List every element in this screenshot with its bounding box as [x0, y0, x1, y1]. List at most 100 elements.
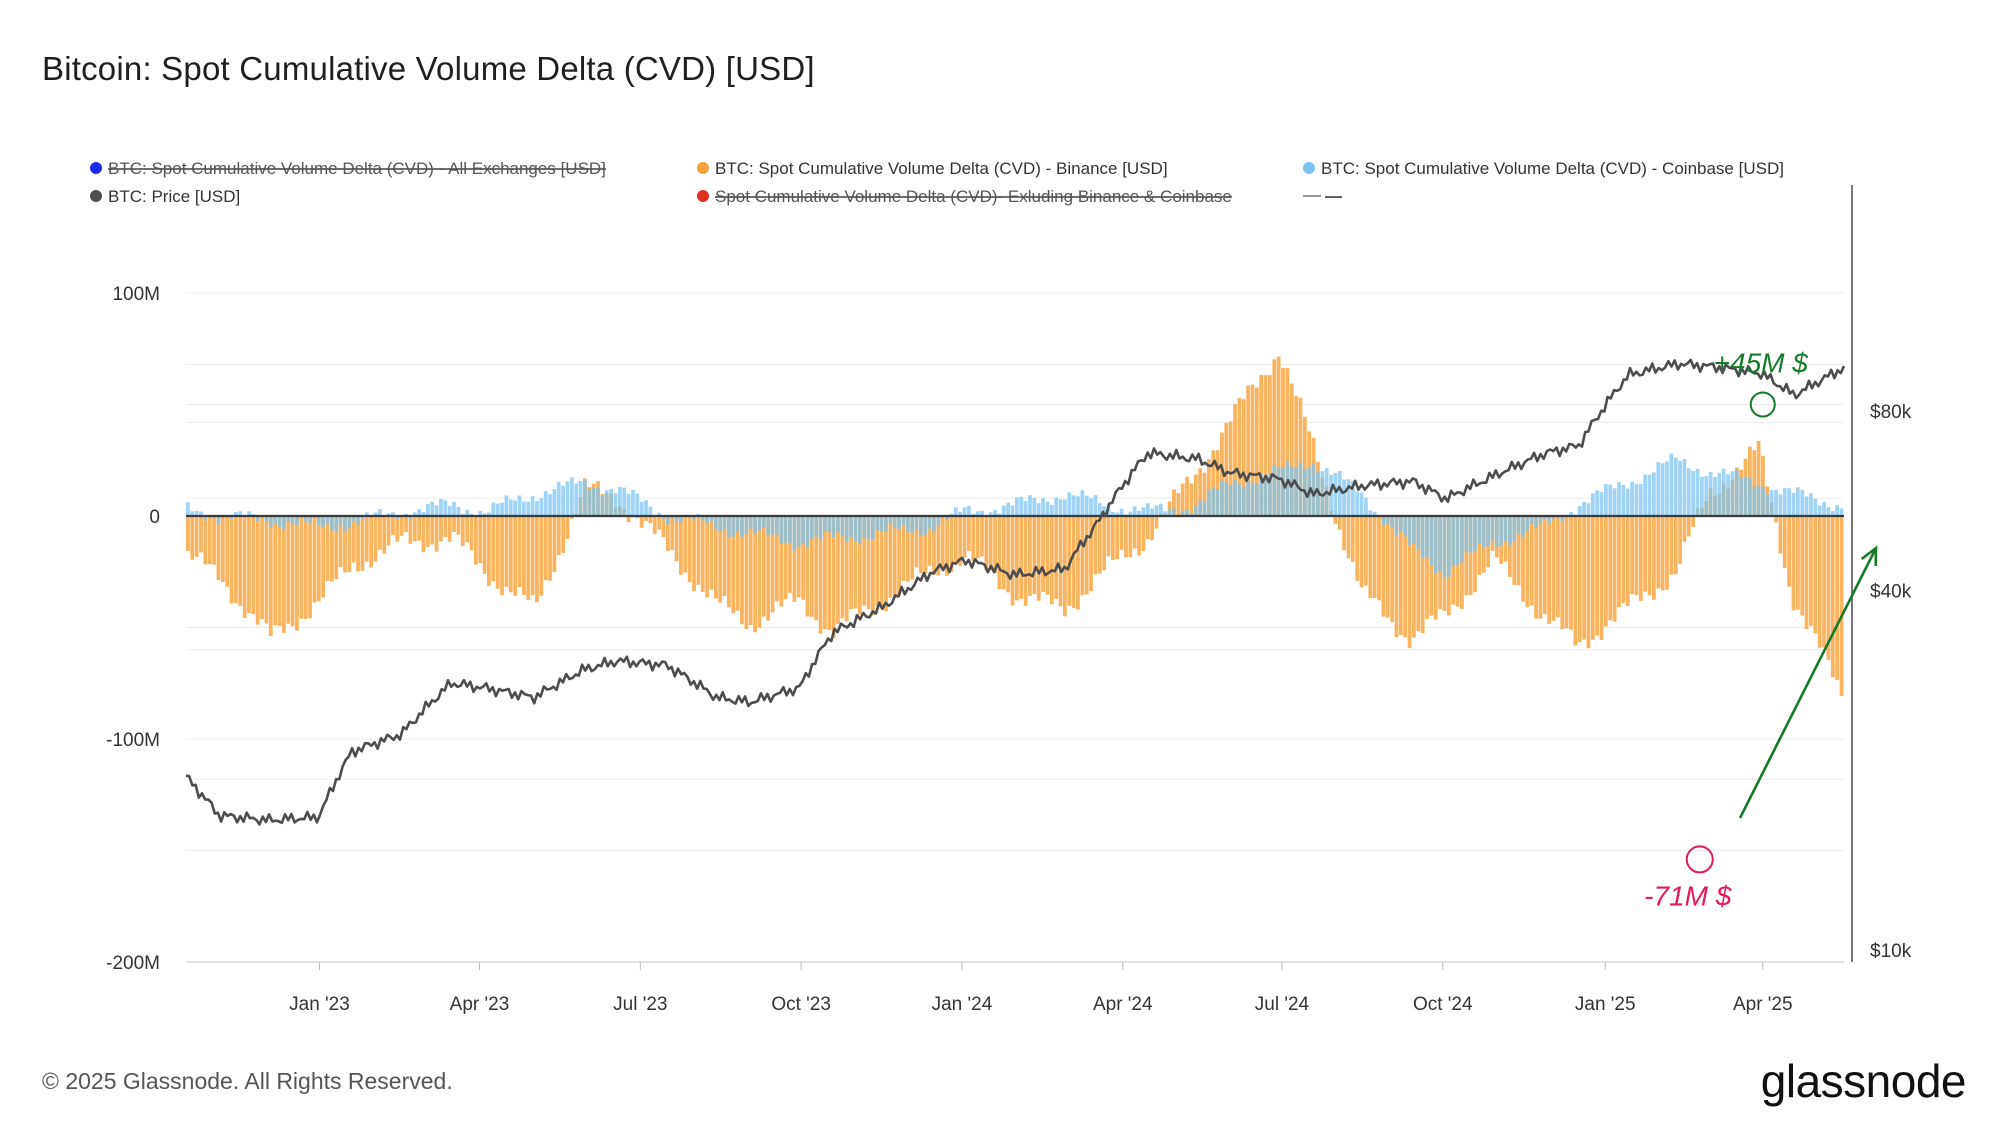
binance-bar — [321, 516, 326, 598]
binance-bar — [1652, 516, 1656, 600]
legend-color-dot — [697, 162, 709, 174]
legend-item-extra[interactable]: --- — [1303, 187, 1342, 206]
coinbase-bar — [1084, 495, 1089, 516]
coinbase-bar — [1359, 492, 1364, 516]
binance-bar — [186, 516, 190, 551]
coinbase-bar — [1739, 477, 1744, 516]
coinbase-bar — [1071, 495, 1076, 516]
coinbase-bar — [831, 516, 836, 538]
coinbase-bar — [417, 509, 422, 516]
coinbase-bar — [857, 516, 862, 545]
coinbase-bar — [923, 516, 928, 535]
coinbase-bar — [308, 516, 312, 523]
coinbase-bar — [1019, 496, 1024, 516]
binance-bar — [1294, 395, 1299, 516]
x-tick-label: Apr '25 — [1733, 994, 1793, 1015]
legend-item-excluding[interactable]: Spot Cumulative Volume Delta (CVD)- Exlu… — [697, 187, 1232, 206]
coinbase-bar — [377, 509, 382, 516]
coinbase-bar — [1233, 479, 1237, 516]
binance-bar — [482, 516, 487, 574]
coinbase-bar — [1132, 506, 1137, 516]
coinbase-bar — [1743, 476, 1748, 516]
binance-bar — [1268, 375, 1272, 516]
legend-label: BTC: Spot Cumulative Volume Delta (CVD) … — [1321, 159, 1784, 178]
binance-bar — [770, 516, 775, 613]
coinbase-bar — [1647, 474, 1652, 516]
binance-bar — [382, 516, 387, 554]
coinbase-bar — [1093, 495, 1098, 516]
legend-item-price[interactable]: BTC: Price [USD] — [90, 187, 240, 206]
binance-bar — [1416, 516, 1421, 632]
binance-bar — [491, 516, 496, 582]
coinbase-bar — [1577, 505, 1582, 516]
coinbase-bar — [1560, 516, 1565, 522]
coinbase-bar — [552, 489, 557, 516]
coinbase-bar — [1835, 505, 1840, 516]
binance-bar — [1473, 516, 1477, 593]
binance-bar — [1093, 516, 1098, 575]
binance-bar — [1298, 397, 1303, 516]
binance-bar — [295, 516, 299, 631]
coinbase-bar — [1412, 516, 1416, 544]
coinbase-bar — [1826, 507, 1831, 516]
binance-bar — [399, 516, 404, 536]
coinbase-bar — [574, 483, 579, 516]
binance-bar — [1224, 422, 1229, 516]
binance-bar — [993, 516, 997, 574]
binance-bar — [1023, 516, 1028, 606]
binance-bar — [1302, 416, 1307, 516]
binance-bar — [683, 516, 688, 573]
coinbase-bar — [967, 505, 971, 516]
coinbase-bar — [609, 488, 613, 516]
binance-bar — [1058, 516, 1063, 607]
coinbase-bar — [775, 516, 779, 535]
binance-bar — [871, 516, 875, 616]
coinbase-bar — [914, 516, 919, 530]
binance-bar — [1538, 516, 1543, 619]
binance-bar — [840, 516, 845, 619]
binance-bar — [286, 516, 291, 624]
coinbase-bar — [277, 516, 282, 527]
coinbase-bar — [927, 516, 932, 529]
x-tick-label: Jan '25 — [1575, 994, 1636, 1015]
coinbase-bar — [1634, 483, 1639, 516]
coinbase-bar — [1294, 467, 1299, 516]
binance-bar — [1172, 489, 1176, 516]
legend-item-coinbase[interactable]: BTC: Spot Cumulative Volume Delta (CVD) … — [1303, 159, 1784, 178]
coinbase-bar — [919, 516, 923, 536]
legend-item-all-exchanges[interactable]: BTC: Spot Cumulative Volume Delta (CVD) … — [90, 159, 606, 178]
binance-bar — [1477, 516, 1482, 575]
coinbase-bar — [744, 516, 749, 534]
coinbase-bar — [1001, 505, 1006, 516]
binance-bar — [692, 516, 696, 592]
binance-bar — [1001, 516, 1006, 590]
binance-bar — [539, 516, 544, 596]
coinbase-bar — [268, 516, 273, 529]
binance-bar — [343, 516, 347, 573]
coinbase-bar — [740, 516, 744, 538]
binance-bar — [251, 516, 256, 615]
coinbase-bar — [530, 496, 535, 516]
legend-layer[interactable]: BTC: Spot Cumulative Volume Delta (CVD) … — [90, 159, 1784, 206]
coinbase-bar — [316, 516, 321, 525]
coinbase-bar — [1172, 508, 1176, 516]
coinbase-bar — [1372, 511, 1377, 516]
binance-bar — [1128, 516, 1133, 558]
coinbase-bar — [229, 516, 234, 520]
coinbase-bar — [1285, 460, 1290, 516]
coinbase-bar — [1769, 489, 1774, 516]
binance-bar — [1372, 516, 1377, 599]
coinbase-bar — [949, 513, 954, 516]
binance-bar — [1377, 516, 1381, 601]
binance-bar — [1115, 516, 1120, 560]
coinbase-bar — [1477, 516, 1482, 544]
coinbase-bar — [430, 501, 435, 516]
coinbase-bar — [1145, 503, 1150, 516]
coinbase-bar — [1028, 495, 1032, 516]
coinbase-bar — [670, 516, 675, 519]
coinbase-bar — [465, 509, 470, 516]
legend-item-binance[interactable]: BTC: Spot Cumulative Volume Delta (CVD) … — [697, 159, 1168, 178]
coinbase-bar — [1451, 516, 1456, 567]
binance-bar — [888, 516, 893, 598]
binance-bar — [373, 516, 378, 562]
